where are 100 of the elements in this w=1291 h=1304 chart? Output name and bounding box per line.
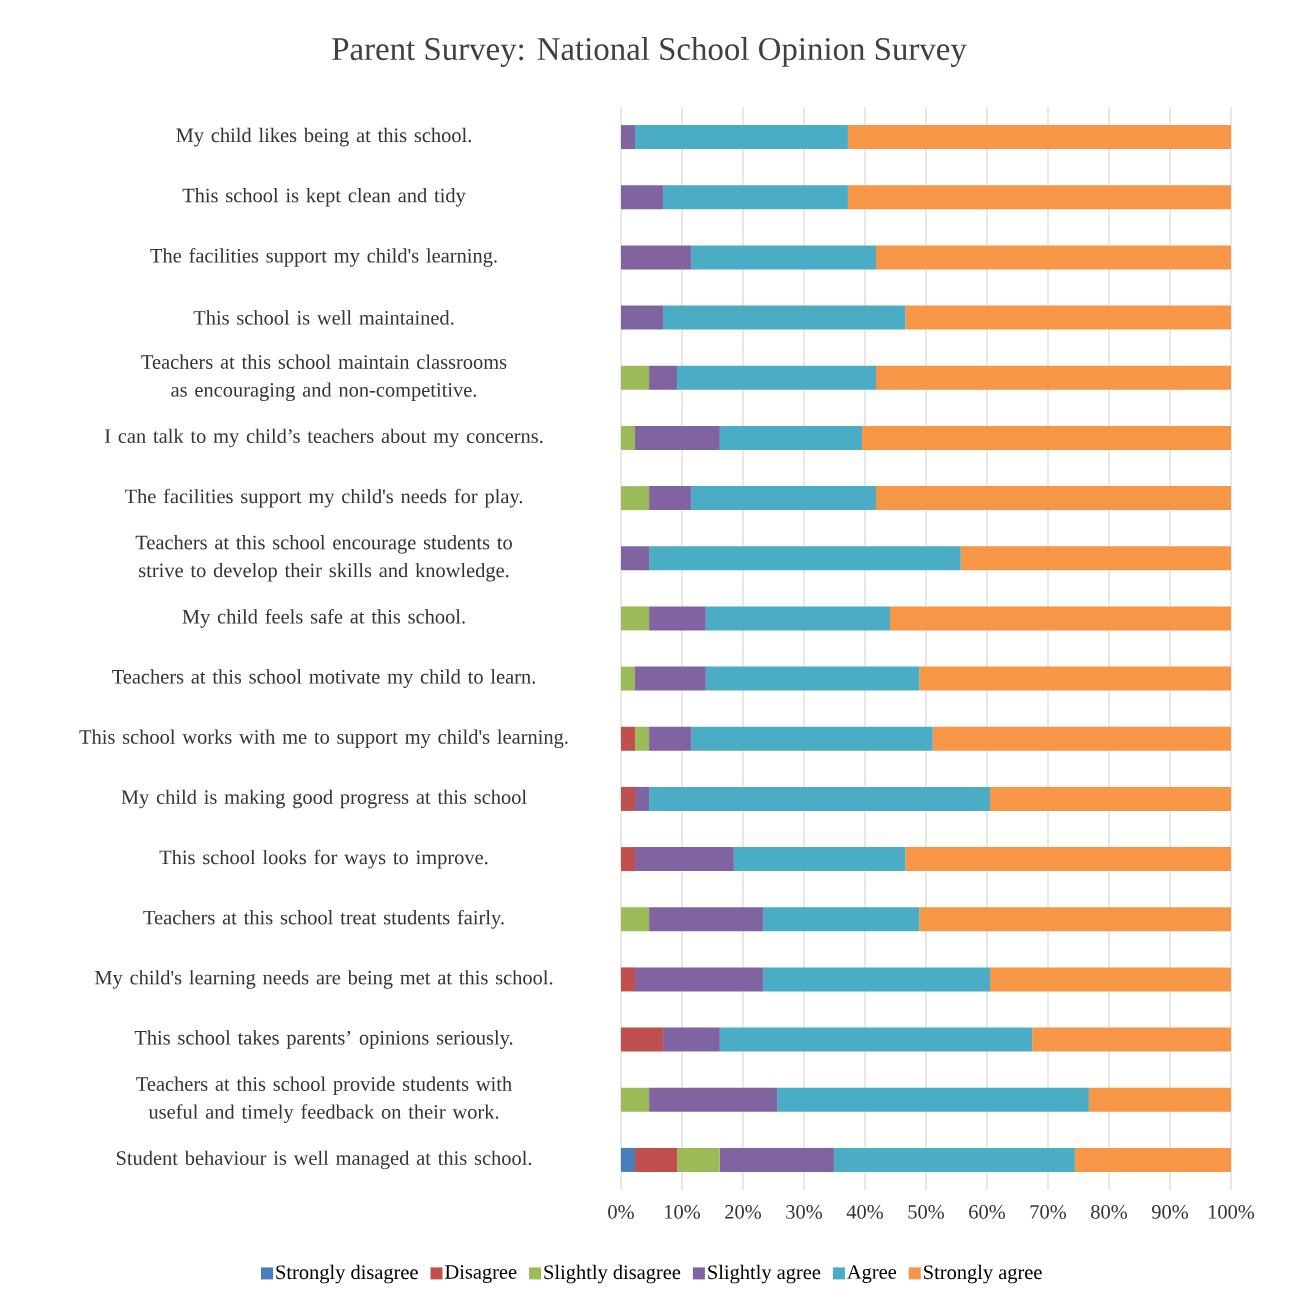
bar <box>621 365 650 390</box>
bar <box>875 486 1232 511</box>
bar <box>621 726 636 751</box>
x-tick-label: 10% <box>665 1205 701 1219</box>
bar <box>847 125 1232 150</box>
bar <box>621 786 636 811</box>
bar <box>635 666 706 691</box>
bar <box>919 907 1232 932</box>
bar <box>635 125 848 150</box>
bar <box>649 365 678 390</box>
bar <box>649 486 692 511</box>
bar <box>621 967 636 992</box>
y-tick-label: My child is making good progress at this school <box>121 789 527 809</box>
bar <box>649 1087 778 1112</box>
y-tick-label: My child feels safe at this school. <box>182 609 465 628</box>
x-tick-label: 90% <box>1151 1205 1189 1219</box>
bar <box>861 425 1232 450</box>
x-tick-label: 80% <box>1091 1205 1128 1219</box>
bar <box>875 365 1232 390</box>
x-tick-label: 100% <box>1208 1205 1255 1219</box>
x-tick-label: 60% <box>969 1205 1006 1219</box>
x-tick-label: 20% <box>725 1205 762 1219</box>
y-tick-label: Student behaviour is well managed at this school. <box>116 1150 532 1170</box>
legend-label: Slightly disagree <box>544 1264 681 1284</box>
y-tick-label: This school takes parents’ opinions seriously. <box>134 1030 513 1049</box>
y-tick-label: This school works with me to support my child's learning. <box>79 729 568 749</box>
bar <box>932 726 1232 751</box>
bar <box>705 666 920 691</box>
bar <box>663 305 906 330</box>
y-tick-label: This school looks for ways to improve. <box>159 849 488 869</box>
y-tick-label: My child likes being at this school. <box>176 127 471 147</box>
bar <box>621 546 650 571</box>
bar <box>635 1147 678 1172</box>
bar <box>663 185 848 210</box>
bar <box>705 606 891 631</box>
bar <box>1032 1027 1232 1052</box>
legend-label: Strongly agree <box>924 1264 1042 1284</box>
x-tick-label: 50% <box>908 1205 945 1219</box>
y-tick-label: Teachers at this school motivate my child to learn. <box>112 669 535 688</box>
bar <box>719 425 862 450</box>
x-tick-label: 70% <box>1030 1205 1067 1219</box>
bar <box>719 1027 1033 1052</box>
bar <box>621 1147 636 1172</box>
bar <box>847 185 1232 210</box>
y-tick-label: The facilities support my child's learning. <box>150 248 497 267</box>
bar <box>719 1147 834 1172</box>
bar <box>635 967 764 992</box>
bar <box>621 1087 650 1112</box>
y-tick-label: This school is well maintained. <box>193 310 454 325</box>
bar <box>621 425 636 450</box>
bar <box>990 786 1232 811</box>
bar <box>635 425 720 450</box>
bar <box>691 726 933 751</box>
y-tick-label: Teachers at this school encourage students to strive to develop their skills and knowledge. <box>135 535 512 582</box>
bar <box>990 967 1232 992</box>
bar <box>890 606 1232 631</box>
bar <box>621 847 636 872</box>
y-tick-label: This school is kept clean and tidy <box>182 187 466 207</box>
bar <box>875 245 1232 270</box>
bar <box>905 847 1232 872</box>
y-tick-label: Teachers at this school treat students fairly. <box>143 909 504 929</box>
bar <box>960 546 1232 571</box>
chart-title: Parent Survey: National School Opinion Survey <box>332 37 967 67</box>
y-tick-label: The facilities support my child's needs for play. <box>124 488 523 508</box>
bar <box>635 847 734 872</box>
legend-label: Disagree <box>445 1265 517 1284</box>
x-tick-label: 30% <box>786 1205 823 1219</box>
legend-label: Strongly disagree <box>276 1264 418 1284</box>
legend-label: Agree <box>847 1265 897 1284</box>
bar <box>677 1147 720 1172</box>
bar <box>649 606 706 631</box>
y-tick-label: Teachers at this school maintain classrooms as encouraging and non-competitive. <box>141 354 507 401</box>
y-tick-label: I can talk to my child’s teachers about my concerns. <box>104 428 543 448</box>
bar <box>1088 1087 1232 1112</box>
bar <box>777 1087 1089 1112</box>
bar <box>649 907 764 932</box>
bar <box>919 666 1232 691</box>
bar <box>621 185 664 210</box>
bar <box>621 305 664 330</box>
bar <box>621 907 650 932</box>
y-tick-label: My child's learning needs are being met at this school. <box>95 970 553 989</box>
bar <box>621 486 650 511</box>
bar <box>663 1027 720 1052</box>
bar <box>763 907 920 932</box>
x-tick-label: 0% <box>608 1205 634 1219</box>
bar <box>621 1027 664 1052</box>
bar <box>905 305 1232 330</box>
bar <box>649 786 991 811</box>
bar <box>649 546 961 571</box>
y-tick-label: Teachers at this school provide students with useful and timely feedback on their work. <box>136 1076 512 1123</box>
bar <box>621 245 692 270</box>
bar <box>763 967 991 992</box>
legend-label: Slightly agree <box>708 1264 821 1284</box>
bar <box>691 486 876 511</box>
x-tick-label: 40% <box>846 1205 884 1219</box>
bar <box>621 125 636 150</box>
bar <box>1074 1147 1232 1172</box>
bar <box>733 847 906 872</box>
bar <box>635 786 650 811</box>
bar <box>635 726 650 751</box>
